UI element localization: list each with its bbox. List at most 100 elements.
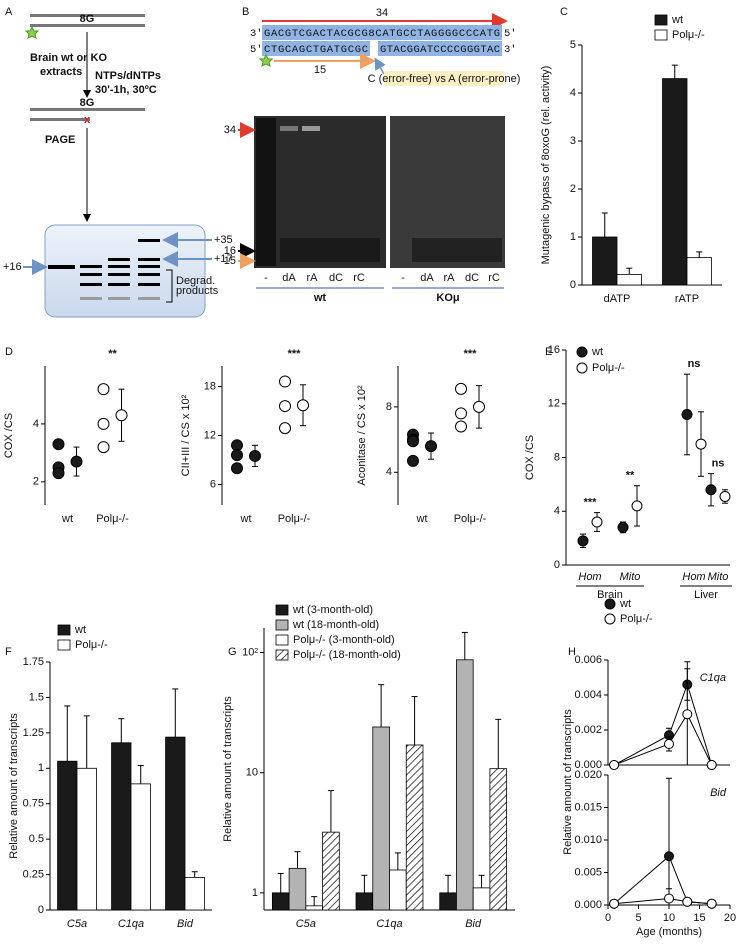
- y-tick-label: 0.000: [574, 759, 602, 771]
- x-tick-label: Bid: [177, 918, 194, 930]
- data-point: [706, 898, 717, 909]
- legend-swatch: [57, 624, 71, 636]
- y-tick-label: 1.25: [23, 727, 44, 739]
- y-tick-label: 0.010: [574, 834, 602, 846]
- bar: [184, 877, 205, 911]
- gel-band: [108, 258, 130, 261]
- band-label: +17: [214, 253, 233, 265]
- data-point: [52, 438, 65, 451]
- lane-label: rC: [353, 272, 365, 284]
- legend-swatch: [57, 639, 71, 651]
- y-axis-label: COX /CS: [524, 435, 536, 480]
- label-star: [24, 25, 40, 39]
- data-point: [617, 521, 629, 533]
- y-axis-label: Relative amount of transcripts: [562, 709, 574, 855]
- chart-title: Bid: [710, 787, 727, 799]
- lane-label: -: [401, 272, 405, 284]
- legend-marker: [604, 613, 616, 625]
- bar: [592, 236, 618, 286]
- lane-label: dC: [329, 272, 343, 284]
- data-point: [682, 709, 693, 720]
- strand-box: [262, 25, 502, 40]
- x-tick-label: 20: [724, 912, 736, 924]
- x-tick-label: Polμ-/-: [454, 513, 487, 525]
- strand-box: [378, 41, 502, 56]
- gel-band: [108, 273, 130, 276]
- gel-band: [280, 238, 380, 262]
- y-tick-label: 3: [570, 135, 576, 147]
- mismatch-mark: x: [84, 114, 91, 126]
- marker-label: 16: [224, 245, 236, 257]
- y-tick-label: 1: [252, 887, 258, 899]
- bar: [389, 869, 407, 911]
- mean-point: [70, 455, 83, 468]
- group-label: KOμ: [436, 292, 459, 304]
- sequence: CTGCAGCTGATGCGC: [264, 44, 368, 56]
- bar: [305, 905, 323, 911]
- y-tick-label: 2: [570, 183, 576, 195]
- arrow: [374, 57, 386, 75]
- data-point: [681, 409, 693, 420]
- data-point: [705, 484, 717, 496]
- data-point: [97, 441, 110, 454]
- bar: [111, 742, 132, 911]
- gel-band: [138, 297, 160, 300]
- legend-label: wt: [619, 598, 631, 610]
- y-axis-label: CII+III / CS x 10²: [180, 394, 192, 476]
- data-point: [52, 467, 65, 480]
- x-tick-label: 15: [693, 912, 705, 924]
- data-point: [631, 500, 643, 512]
- data-point: [231, 462, 243, 475]
- marker-label: 34: [224, 124, 236, 136]
- strand-label: 8G: [80, 97, 95, 109]
- y-axis-label: Relative amount of transcripts: [8, 713, 20, 859]
- y-tick-label: 4: [554, 505, 560, 517]
- bar: [456, 659, 474, 911]
- gel-band: [138, 258, 160, 261]
- dna-strand: [30, 108, 145, 111]
- data-point: [609, 898, 620, 909]
- y-tick-label: 0.020: [574, 769, 602, 781]
- gel-band: [256, 118, 276, 266]
- data-point: [577, 535, 589, 547]
- data-point: [279, 422, 291, 435]
- step-text: 30'-1h, 30ºC: [95, 84, 157, 96]
- legend-label: wt (3-month-old): [292, 604, 373, 616]
- band-label: +16: [3, 261, 22, 273]
- x-tick-label: 10: [663, 912, 675, 924]
- lane-label: dA: [420, 272, 434, 284]
- strand-end: 3': [250, 28, 263, 40]
- legend-swatch: [275, 619, 289, 631]
- y-tick-label: 0: [554, 559, 560, 571]
- y-tick-label: 4: [33, 418, 39, 430]
- panel-letter: A: [5, 6, 13, 18]
- bar: [165, 736, 186, 911]
- y-tick-label: 0: [570, 279, 576, 291]
- bar: [686, 257, 712, 286]
- data-point: [664, 893, 674, 904]
- legend-label: Polμ-/- (18-month-old): [293, 649, 401, 661]
- x-tick-label: C5a: [67, 918, 87, 930]
- x-tick-label: 0: [605, 912, 611, 924]
- panel-letter: F: [5, 646, 12, 658]
- strand-end: 3': [504, 44, 517, 56]
- step-text: extracts: [40, 66, 82, 78]
- lane-label: dA: [282, 272, 296, 284]
- lane-label: rA: [444, 272, 456, 284]
- note-box: [384, 71, 504, 86]
- panel-letter: E: [545, 346, 552, 358]
- length-label: 34: [376, 7, 388, 19]
- legend-marker: [576, 346, 588, 358]
- gel-band: [138, 265, 160, 268]
- y-tick-label: 1: [38, 762, 44, 774]
- y-tick-label: 10²: [242, 646, 258, 658]
- bar: [322, 831, 340, 911]
- gel-band: [108, 283, 130, 286]
- panel-letter: H: [568, 646, 576, 658]
- band-label: products: [176, 285, 219, 297]
- bar: [57, 760, 78, 911]
- gel-band: [280, 126, 298, 131]
- mean-point: [473, 400, 485, 413]
- y-tick-label: 0.5: [29, 833, 44, 845]
